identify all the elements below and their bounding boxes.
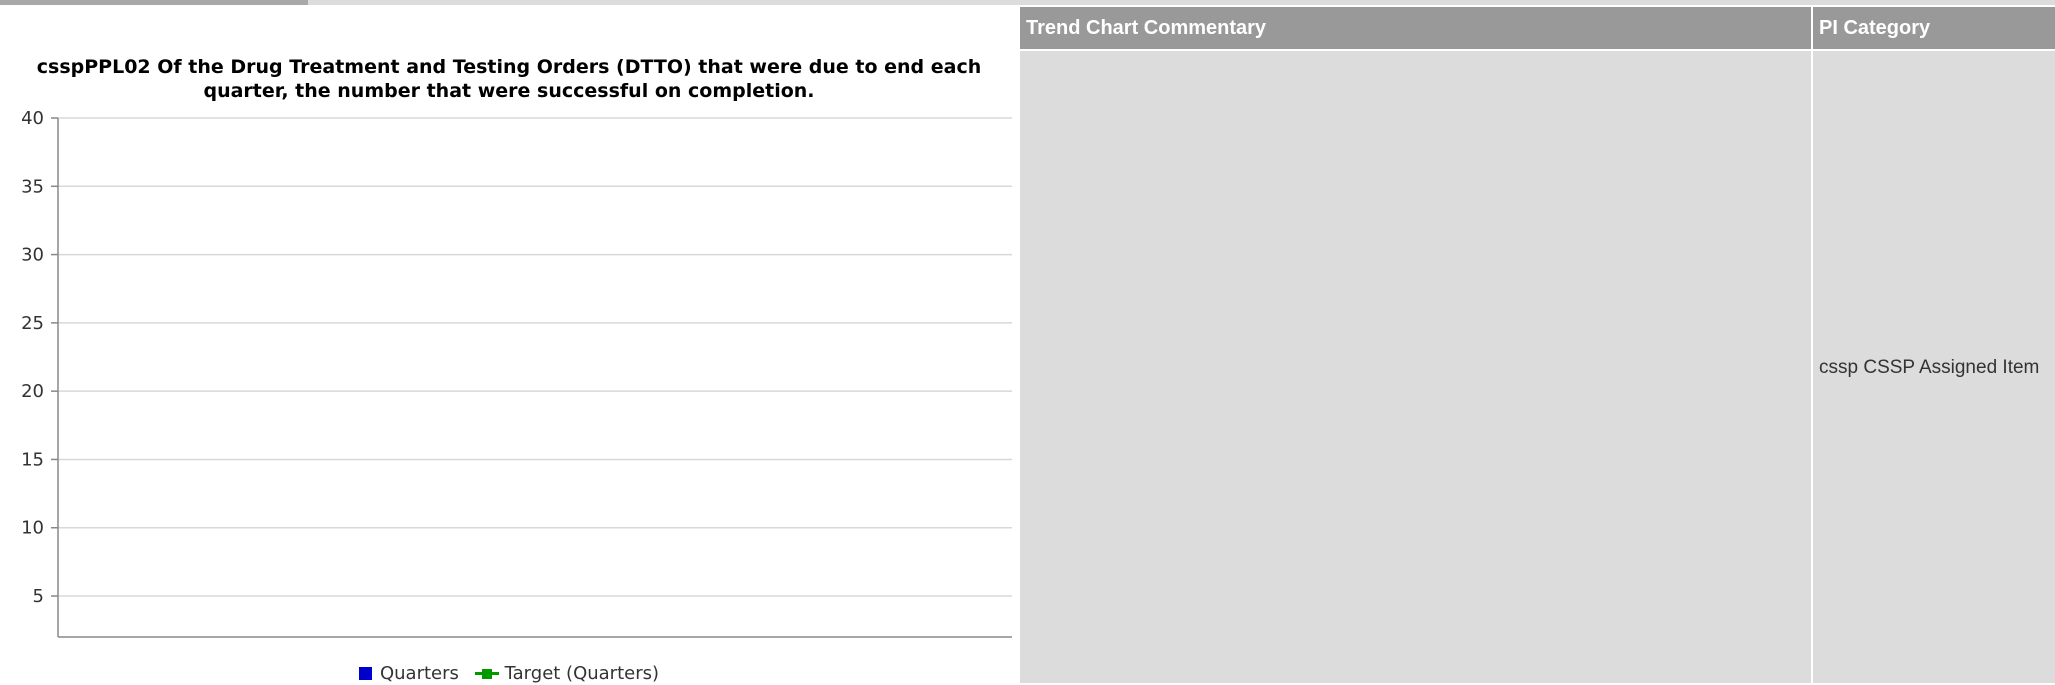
chart-legend: Quarters Target (Quarters) xyxy=(0,663,1018,685)
commentary-cell xyxy=(1018,49,1813,685)
y-tick-label-40: 40 xyxy=(21,108,44,129)
commentary-table-panel: Trend Chart Commentary PI Category cssp … xyxy=(1018,5,2055,685)
y-tick-label-5: 5 xyxy=(33,586,44,607)
y-tick-label-20: 20 xyxy=(21,381,44,402)
chart-panel: csspPPL02 Of the Drug Treatment and Test… xyxy=(0,5,1018,685)
y-tick-label-10: 10 xyxy=(21,518,44,539)
chart-title-line-2: quarter, the number that were successful… xyxy=(203,80,815,102)
pi-category-cell: cssp CSSP Assigned Item xyxy=(1811,49,2055,685)
y-axis-ticks: 5 10 15 20 25 30 35 40 xyxy=(21,108,58,607)
chart-title: csspPPL02 Of the Drug Treatment and Test… xyxy=(0,55,1018,103)
table-row: cssp CSSP Assigned Item xyxy=(1018,49,2055,685)
y-tick-label-30: 30 xyxy=(21,245,44,266)
legend-square-icon xyxy=(358,667,372,680)
header-trend-chart-commentary: Trend Chart Commentary xyxy=(1018,5,1813,51)
y-tick-label-25: 25 xyxy=(21,313,44,334)
gridlines xyxy=(58,117,1012,597)
legend-line-marker-icon xyxy=(474,667,499,680)
legend-label-quarters: Quarters xyxy=(379,663,459,684)
legend-item-target[interactable]: Target (Quarters) xyxy=(474,663,660,684)
table-header-row: Trend Chart Commentary PI Category xyxy=(1018,5,2055,51)
y-tick-label-35: 35 xyxy=(21,176,44,197)
chart-plot: 5 10 15 20 25 30 35 40 xyxy=(21,108,1012,638)
top-bar xyxy=(0,0,2055,5)
chart-title-line-1: csspPPL02 Of the Drug Treatment and Test… xyxy=(36,56,982,78)
legend-label-target: Target (Quarters) xyxy=(504,663,660,684)
legend-item-quarters[interactable]: Quarters xyxy=(358,663,459,684)
y-tick-label-15: 15 xyxy=(21,449,44,470)
header-pi-category: PI Category xyxy=(1811,5,2055,51)
commentary-table: Trend Chart Commentary PI Category cssp … xyxy=(1018,5,2055,685)
active-tab-indicator[interactable] xyxy=(0,0,308,5)
